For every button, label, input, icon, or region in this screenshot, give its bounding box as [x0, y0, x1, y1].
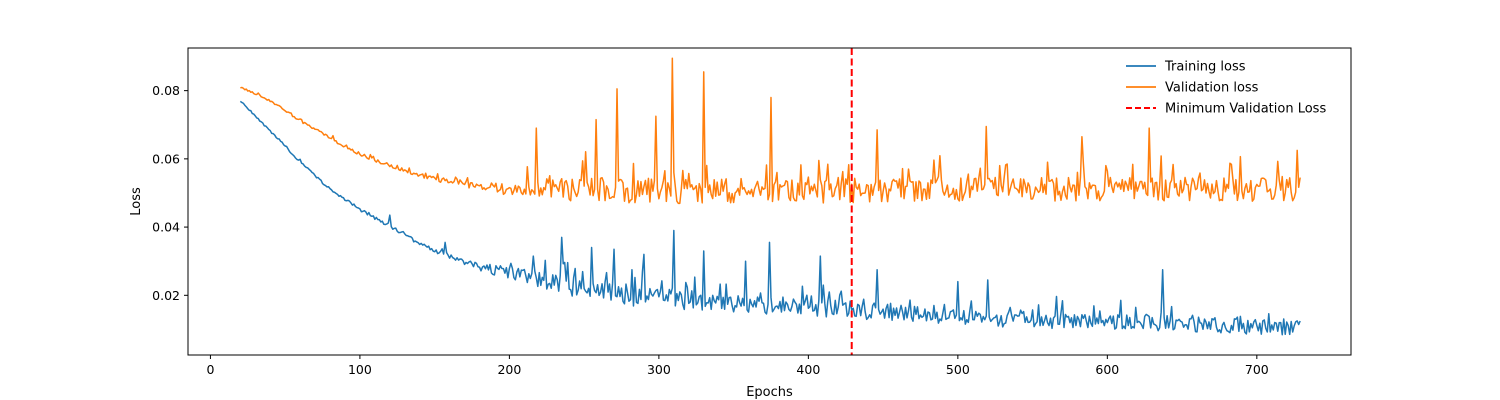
- x-tick-label: 0: [206, 362, 214, 377]
- x-tick-label: 500: [946, 362, 970, 377]
- series-layer: [239, 48, 1301, 355]
- y-tick-label: 0.08: [152, 83, 180, 98]
- y-tick-label: 0.02: [152, 288, 180, 303]
- x-tick-label: 100: [348, 362, 372, 377]
- legend-label: Training loss: [1164, 60, 1246, 75]
- x-tick-label: 600: [1095, 362, 1119, 377]
- y-tick-label: 0.04: [152, 220, 180, 235]
- legend: Training loss Validation loss Minimum Vali…: [1126, 60, 1326, 117]
- legend-label: Minimum Validation Loss: [1165, 102, 1326, 117]
- x-tick-label: 400: [796, 362, 820, 377]
- training-loss-series: [239, 100, 1301, 336]
- x-axis-title: Epochs: [746, 385, 793, 400]
- plot-area: [188, 48, 1351, 355]
- y-axis: 0.02 0.04 0.06 0.08: [152, 83, 188, 303]
- x-tick-label: 200: [497, 362, 521, 377]
- validation-loss-series: [240, 57, 1301, 205]
- x-tick-label: 700: [1245, 362, 1269, 377]
- y-axis-title: Loss: [129, 187, 144, 216]
- x-tick-label: 300: [647, 362, 671, 377]
- plot-frame: [187, 47, 1352, 356]
- legend-label: Validation loss: [1165, 81, 1259, 96]
- x-axis: 0 100 200 300 400 500 600 700: [206, 355, 1269, 377]
- y-tick-label: 0.06: [152, 151, 180, 166]
